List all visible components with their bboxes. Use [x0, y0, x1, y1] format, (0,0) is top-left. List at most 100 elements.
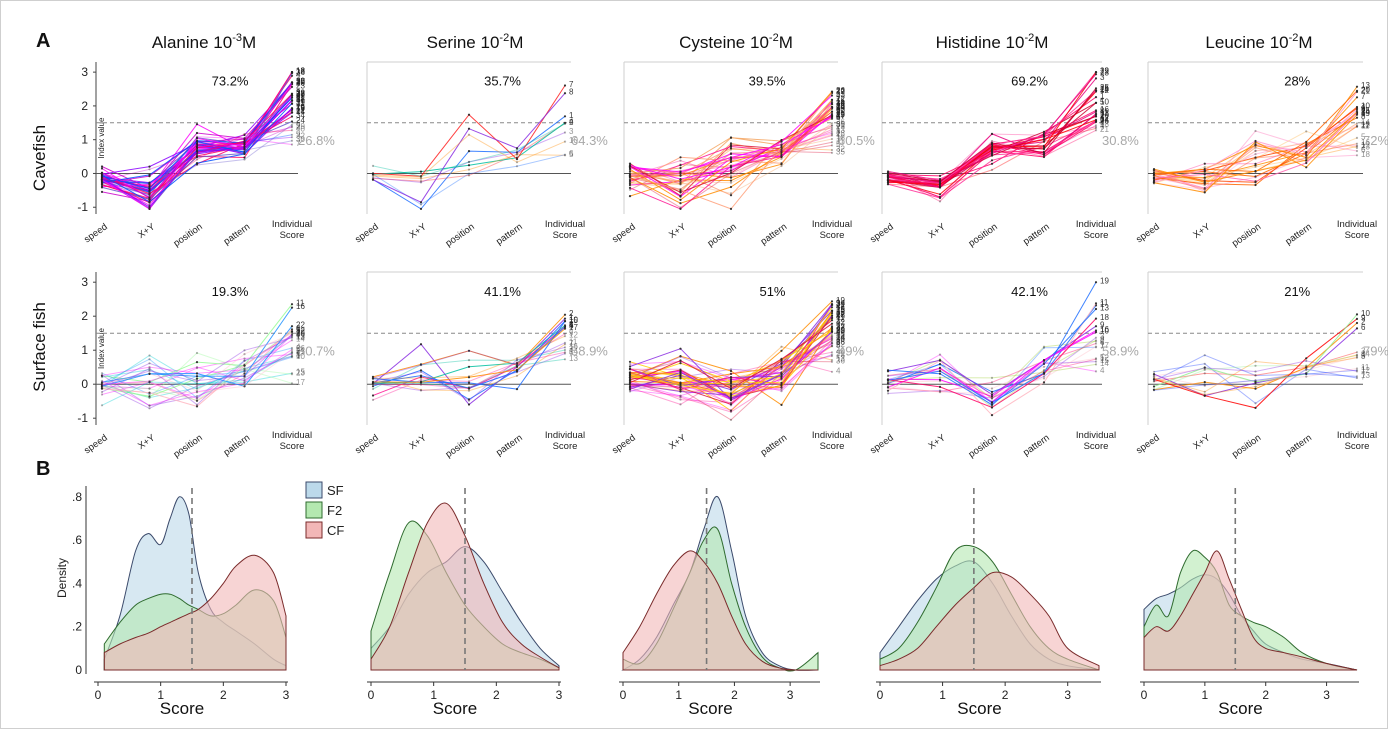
- point-id-label: 4: [1100, 122, 1105, 131]
- data-point: [100, 383, 104, 386]
- data-point: [780, 367, 783, 370]
- data-point: [290, 81, 294, 84]
- data-point: [1254, 156, 1257, 159]
- x-category-label: Individual: [272, 430, 312, 441]
- x-category-label: Score: [820, 230, 845, 241]
- data-point: [990, 401, 994, 404]
- title-base: Cysteine 10: [679, 33, 769, 52]
- data-point: [679, 386, 682, 389]
- data-point: [1254, 406, 1257, 409]
- individual-line: [372, 349, 566, 390]
- x-category-label: position: [444, 221, 477, 249]
- column-title: Serine 10-2M: [427, 32, 524, 52]
- data-point: [148, 207, 151, 210]
- data-point: [563, 320, 567, 323]
- point-id-label: 3: [836, 341, 841, 350]
- data-point: [938, 196, 942, 199]
- point-id-label: 13: [1361, 371, 1370, 380]
- point-id-label: 29: [836, 325, 845, 334]
- title-unit: M: [242, 33, 256, 52]
- data-point: [148, 192, 151, 195]
- data-point: [419, 363, 423, 366]
- data-point: [419, 181, 423, 184]
- x-category-label: Individual: [1076, 219, 1116, 230]
- data-point: [371, 375, 375, 378]
- data-point: [195, 389, 199, 392]
- point-id-label: 5: [1361, 351, 1366, 360]
- data-point: [1152, 388, 1156, 391]
- data-point: [290, 139, 294, 142]
- y-tick-label: 2: [81, 99, 88, 113]
- data-point: [515, 374, 519, 377]
- data-point: [148, 391, 151, 395]
- data-point: [729, 166, 733, 169]
- data-point: [1094, 307, 1098, 311]
- data-point: [1152, 174, 1156, 177]
- x-category-label: speed: [353, 221, 381, 245]
- data-point: [1203, 393, 1206, 396]
- point-id-label: 17: [836, 306, 845, 315]
- data-point: [1254, 149, 1257, 152]
- data-point: [467, 399, 471, 402]
- x-tick-label: 1: [675, 688, 682, 702]
- point-id-label: 31: [836, 120, 845, 129]
- point-id-label: 6: [1100, 338, 1105, 347]
- data-point: [100, 390, 104, 394]
- point-id-label: 14: [1100, 115, 1109, 124]
- point-id-label: 18: [296, 90, 305, 99]
- data-point: [1094, 120, 1098, 124]
- point-id-label: 3: [296, 88, 301, 97]
- data-point: [195, 379, 199, 382]
- data-point: [1203, 390, 1206, 393]
- point-id-label: 5: [1361, 132, 1366, 141]
- density-plot: 0 1 2 3 Score: [619, 488, 820, 718]
- data-point: [990, 381, 994, 384]
- data-point: [1042, 140, 1046, 143]
- data-point: [419, 176, 423, 179]
- data-point: [290, 102, 294, 105]
- point-id-label: 42: [836, 318, 845, 327]
- data-point: [628, 367, 632, 371]
- point-id-label: 25: [296, 329, 305, 338]
- x-category-label: position: [1230, 221, 1263, 249]
- point-id-label: 12: [836, 315, 845, 324]
- point-id-label: 13: [296, 332, 305, 341]
- x-tick-label: 3: [1323, 688, 1330, 702]
- x-category-label: X+Y: [667, 221, 689, 241]
- data-point: [1355, 353, 1359, 356]
- point-id-label: 14: [836, 333, 845, 342]
- x-category-label: position: [172, 432, 205, 460]
- data-point: [148, 200, 151, 203]
- data-point: [100, 374, 104, 377]
- column-title: Leucine 10-2M: [1205, 32, 1312, 52]
- y-tick-label: .8: [72, 490, 82, 504]
- data-point: [1203, 191, 1206, 194]
- data-point: [1305, 369, 1308, 372]
- x-category-label: Individual: [1076, 430, 1116, 441]
- point-id-label: 37: [836, 322, 845, 331]
- point-id-label: 14: [1100, 359, 1109, 368]
- point-id-label: 17: [1361, 121, 1370, 130]
- data-point: [1042, 130, 1046, 133]
- data-point: [419, 170, 423, 173]
- percent-below-threshold: 30.8%: [1102, 133, 1139, 148]
- point-id-label: 11: [296, 299, 305, 308]
- point-id-label: 35: [836, 147, 845, 156]
- data-point: [990, 390, 994, 393]
- data-point: [780, 345, 783, 348]
- data-point: [1094, 129, 1098, 132]
- data-point: [467, 386, 471, 389]
- data-point: [990, 132, 994, 135]
- point-id-label: 20: [296, 329, 305, 338]
- data-point: [1203, 354, 1206, 357]
- x-category-label: Score: [1345, 441, 1370, 452]
- data-point: [1203, 173, 1206, 176]
- data-point: [628, 376, 632, 379]
- x-category-label: Score: [553, 230, 578, 241]
- data-point: [886, 380, 890, 384]
- data-point: [243, 148, 246, 151]
- data-point: [1094, 73, 1098, 76]
- data-point: [1203, 383, 1206, 386]
